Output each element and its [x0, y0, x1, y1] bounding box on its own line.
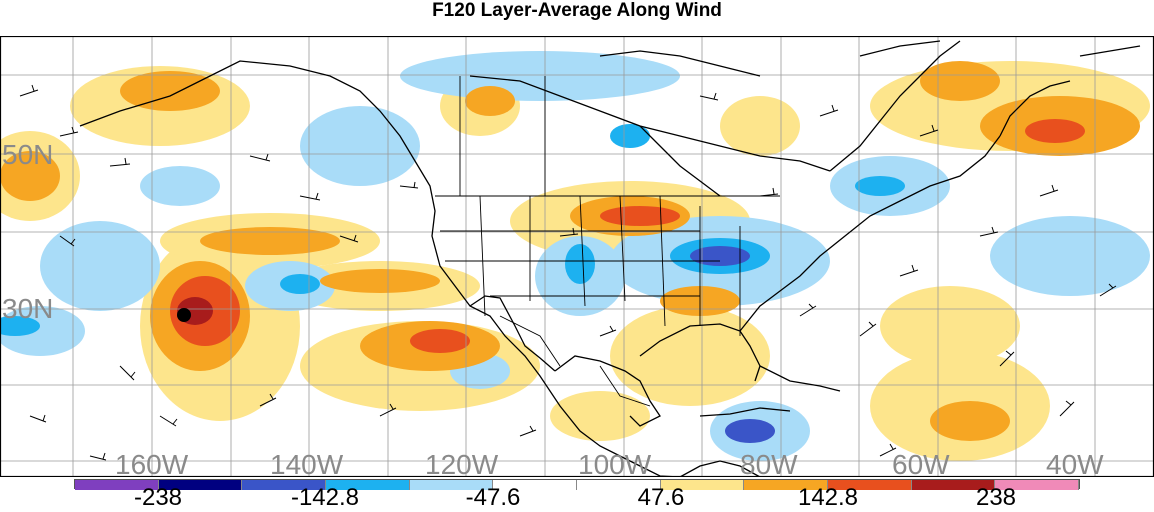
lon-label-40w: 40W [1046, 449, 1104, 477]
colorbar-tick-label: -238 [133, 484, 183, 511]
colorbar-segment [75, 480, 159, 490]
lon-label-60w: 60W [892, 449, 950, 477]
lon-label-140w: 140W [270, 449, 344, 477]
colorbar-segment [995, 480, 1080, 490]
colorbar-segment [577, 480, 661, 490]
contour-fill [0, 51, 1150, 461]
lon-label-120w: 120W [425, 449, 499, 477]
coastlines [79, 40, 1141, 477]
colorbar-segment [828, 480, 912, 490]
colorbar-segment [493, 480, 578, 490]
lat-label-30n: 30N [2, 293, 53, 324]
colorbar-tick-label: 47.6 [637, 484, 685, 511]
colorbar-segment [744, 480, 829, 490]
colorbar-tick-label: 238 [975, 484, 1017, 511]
colorbar-segment [326, 480, 410, 490]
weather-map: 50N 30N 160W 140W 120W 100W 80W 60W 40W [0, 36, 1154, 477]
colorbar [74, 479, 1080, 490]
lon-label-160w: 160W [115, 449, 189, 477]
colorbar-tick-label: -47.6 [465, 484, 521, 511]
wind-barbs [19, 84, 1117, 461]
lon-label-100w: 100W [578, 449, 652, 477]
lon-label-80w: 80W [740, 449, 798, 477]
map-title: F120 Layer-Average Along Wind [432, 0, 722, 21]
colorbar-tick-label: -142.8 [290, 484, 360, 511]
colorbar-segment [409, 480, 494, 490]
lat-label-50n: 50N [2, 139, 53, 170]
colorbar-tick-label: 142.8 [797, 484, 859, 511]
storm-center-marker [177, 308, 191, 322]
colorbar-segment [242, 480, 327, 490]
graticule [0, 36, 1154, 477]
state-borders [435, 76, 780, 407]
colorbar-segment [911, 480, 996, 490]
colorbar-segment [158, 480, 243, 490]
colorbar-segment [660, 480, 745, 490]
